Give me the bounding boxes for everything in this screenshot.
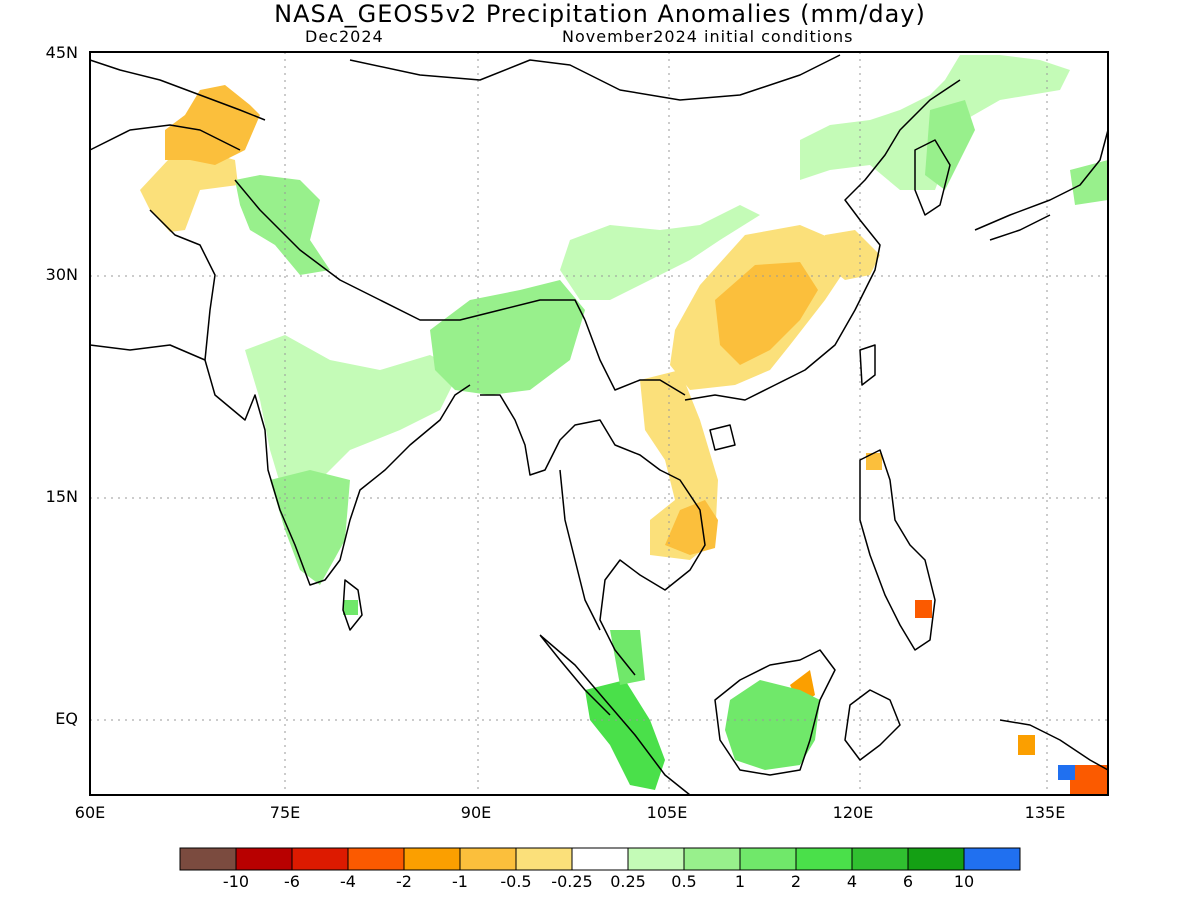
coastline-borneo — [714, 649, 836, 776]
dry-anomaly-south-china-core — [715, 262, 818, 365]
lat-label-30n: 30N — [45, 265, 78, 284]
lat-label-15n: 15N — [45, 487, 78, 506]
dry-anomaly-pacific-se — [1070, 765, 1108, 795]
border-central-asia — [89, 59, 266, 151]
wet-anomaly-himalaya-west — [235, 175, 330, 275]
colorbar-label: 0.25 — [610, 872, 646, 891]
coastline-india — [204, 359, 471, 586]
coastline-taiwan — [859, 344, 876, 386]
lat-label-eq: EQ — [55, 709, 78, 728]
colorbar-label: 2 — [790, 872, 802, 891]
graticule — [90, 52, 1108, 795]
dry-anomaly-mindanao — [915, 600, 932, 618]
lon-label-105e: 105E — [646, 803, 688, 822]
colorbar-label: 1 — [734, 872, 746, 891]
coastline-china — [684, 79, 961, 401]
border-indochina — [584, 319, 686, 396]
coastline-bay-of-bengal-east — [480, 394, 706, 676]
colorbar-label: -1 — [452, 872, 468, 891]
colorbar-swatch — [907, 847, 965, 871]
wet-anomaly-japan-east — [1070, 160, 1108, 205]
lon-label-90e: 90E — [460, 803, 492, 822]
wet-anomaly-sri-lanka — [343, 600, 358, 615]
dry-anomaly-east-china — [820, 230, 880, 280]
coastline-new-guinea — [999, 719, 1109, 771]
colorbar-swatch — [403, 847, 461, 871]
wet-anomaly-sumatra — [585, 680, 665, 790]
wet-anomaly-borneo — [725, 680, 820, 770]
dry-anomaly-new-guinea — [1018, 735, 1035, 755]
colorbar-label: -2 — [396, 872, 412, 891]
wet-anomaly-bangladesh — [430, 280, 585, 395]
map-title: NASA_GEOS5v2 Precipitation Anomalies (mm… — [274, 0, 926, 28]
colorbar-label: -10 — [222, 872, 250, 891]
colorbar-label: -0.5 — [500, 872, 532, 891]
colorbar-label: 6 — [902, 872, 914, 891]
lon-label-75e: 75E — [269, 803, 301, 822]
coastline-hainan — [709, 424, 736, 451]
colorbar-swatch — [739, 847, 797, 871]
wet-anomaly-pacific-se — [1058, 765, 1075, 780]
lon-label-120e: 120E — [832, 803, 874, 822]
dry-anomaly-pakistan-north — [165, 85, 260, 165]
colorbar-swatch — [515, 847, 573, 871]
colorbar-swatch — [571, 847, 629, 871]
coastline-malay — [559, 469, 601, 631]
dry-anomaly-philippines — [866, 453, 882, 470]
coastline-sri-lanka — [342, 579, 363, 631]
colorbar-swatch — [851, 847, 909, 871]
coastline-sumatra — [539, 634, 691, 796]
lon-label-135e: 135E — [1024, 803, 1066, 822]
coastline-korea — [914, 139, 951, 216]
colorbar-swatch — [683, 847, 741, 871]
coastlines — [89, 54, 1109, 796]
colorbar-swatch — [459, 847, 517, 871]
colorbar-label: 0.5 — [671, 872, 697, 891]
forecast-month: Dec2024 — [305, 27, 384, 46]
wet-anomaly-manchuria — [925, 100, 975, 190]
coastline-philippines — [859, 449, 936, 651]
colorbar-label: -6 — [284, 872, 300, 891]
border-mongolia — [349, 54, 841, 101]
colorbar-label: -4 — [340, 872, 356, 891]
colorbar-swatch — [627, 847, 685, 871]
colorbar-label: 4 — [846, 872, 858, 891]
coastline-sulawesi — [844, 689, 901, 761]
colorbar-swatch — [291, 847, 349, 871]
map-frame — [89, 51, 1109, 796]
wet-anomaly-india-south — [270, 470, 350, 585]
coastline-japan — [974, 129, 1109, 241]
colorbar-swatch — [235, 847, 293, 871]
colorbar-label: -0.25 — [551, 872, 593, 891]
wet-anomaly-malay — [610, 630, 645, 685]
lat-label-45n: 45N — [45, 43, 78, 62]
colorbar — [179, 847, 1021, 871]
colorbar-swatch — [347, 847, 405, 871]
border-pakistan — [89, 209, 216, 361]
colorbar-swatch — [963, 847, 1021, 871]
colorbar-swatch — [179, 847, 237, 871]
colorbar-label: 10 — [953, 872, 975, 891]
colorbar-swatch — [795, 847, 853, 871]
initial-conditions: November2024 initial conditions — [562, 27, 854, 46]
lon-label-60e: 60E — [74, 803, 106, 822]
border-himalaya — [234, 179, 586, 321]
dry-anomaly-afghanistan — [140, 150, 238, 232]
